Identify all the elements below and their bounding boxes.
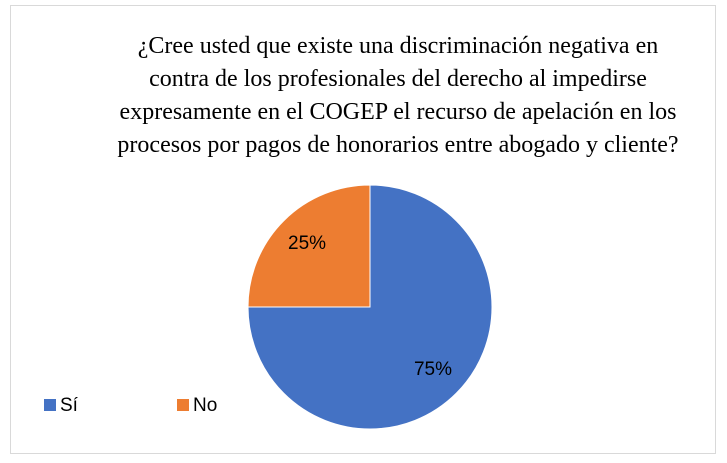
data-label: 75% bbox=[414, 359, 452, 380]
pie-slice bbox=[247, 184, 371, 308]
legend-swatch bbox=[177, 399, 189, 411]
legend-swatch bbox=[44, 399, 56, 411]
legend-label: Sí bbox=[60, 395, 79, 416]
chart-title: ¿Cree usted que existe una discriminació… bbox=[117, 33, 679, 158]
data-label: 25% bbox=[288, 233, 326, 254]
chart-frame bbox=[10, 5, 716, 454]
legend-label: No bbox=[193, 395, 217, 416]
